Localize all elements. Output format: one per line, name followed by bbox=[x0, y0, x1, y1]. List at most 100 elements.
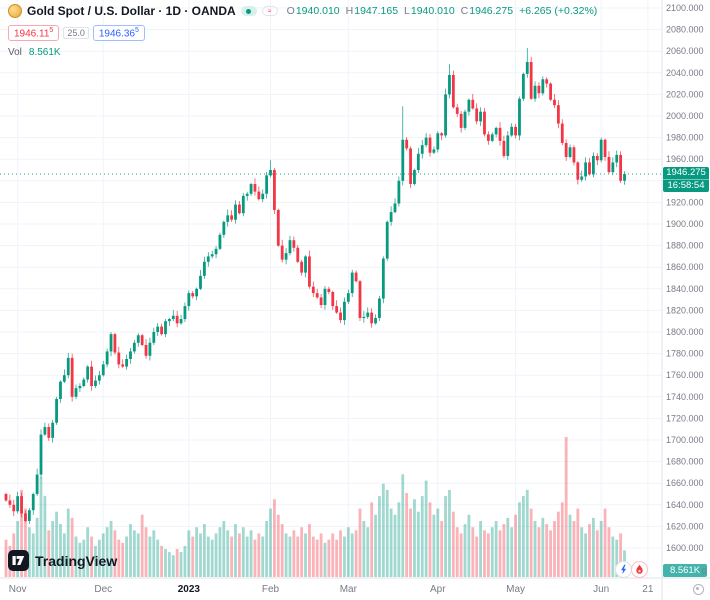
volume-bar bbox=[467, 514, 471, 577]
volume-bar bbox=[226, 530, 230, 577]
volume-bar bbox=[16, 521, 20, 577]
sell-button[interactable]: 1946.115 bbox=[8, 25, 60, 42]
candle-body bbox=[432, 149, 436, 153]
candle-body bbox=[463, 111, 467, 128]
ohlc-readout: O 1940.010 H 1947.165 L 1940.010 C 1946.275 … bbox=[287, 5, 598, 17]
volume-bar bbox=[160, 545, 163, 577]
tradingview-logo-icon bbox=[8, 550, 29, 571]
candle-body bbox=[8, 500, 12, 505]
candle-body bbox=[424, 137, 428, 146]
candle-body bbox=[455, 107, 459, 114]
candle-body bbox=[296, 247, 300, 262]
candle-body bbox=[545, 79, 549, 84]
bid-ask-row: 1946.115 25.0 1946.365 bbox=[8, 25, 145, 42]
candle-body bbox=[187, 293, 191, 307]
candle-body bbox=[16, 496, 20, 512]
tradingview-logo[interactable]: TradingView bbox=[8, 550, 117, 571]
volume-bar bbox=[74, 536, 78, 577]
volume-bar bbox=[362, 521, 366, 577]
volume-bar bbox=[191, 536, 195, 577]
volume-bar bbox=[584, 533, 588, 577]
volume-legend[interactable]: Vol 8.561K bbox=[8, 47, 61, 58]
candle-body bbox=[525, 62, 529, 74]
candle-body bbox=[595, 155, 599, 161]
buy-button[interactable]: 1946.365 bbox=[92, 25, 145, 42]
volume-axis-zero-label: 0 bbox=[702, 567, 707, 576]
candle-body bbox=[335, 306, 339, 313]
candle-body bbox=[218, 234, 222, 249]
candle-body bbox=[59, 381, 62, 399]
candle-body bbox=[405, 139, 409, 149]
candle-body bbox=[444, 94, 447, 136]
symbol-title[interactable]: Gold Spot / U.S. Dollar · 1D · OANDA bbox=[27, 4, 236, 18]
candle-body bbox=[564, 143, 568, 158]
price-tick-label: 1740.000 bbox=[666, 392, 704, 402]
volume-bar bbox=[187, 530, 191, 577]
volume-bar bbox=[529, 508, 533, 577]
candle-body bbox=[74, 388, 78, 397]
candle-body bbox=[521, 73, 525, 99]
volume-bar bbox=[451, 511, 455, 577]
volume-bar bbox=[463, 524, 467, 577]
volume-bar bbox=[374, 514, 377, 577]
tradingview-logo-text: TradingView bbox=[35, 552, 118, 569]
candle-body bbox=[82, 379, 86, 386]
volume-bar bbox=[238, 533, 241, 577]
candle-body bbox=[549, 83, 552, 100]
volume-bar bbox=[245, 536, 249, 577]
volume-bar bbox=[455, 527, 459, 577]
candle-body bbox=[4, 494, 8, 501]
candle-body bbox=[195, 288, 199, 297]
volume-bar bbox=[230, 536, 234, 577]
candle-body bbox=[210, 254, 214, 257]
volume-bar bbox=[556, 511, 560, 577]
volume-axis-badge: 8.561K bbox=[663, 564, 707, 577]
streak-flame-icon[interactable] bbox=[632, 562, 647, 577]
volume-bar bbox=[117, 539, 121, 577]
volume-bar bbox=[144, 527, 148, 577]
candle-body bbox=[588, 162, 591, 175]
candle-body bbox=[12, 504, 16, 512]
candle-body bbox=[514, 126, 517, 136]
volume-bar bbox=[140, 514, 144, 577]
axis-settings-gear-icon[interactable] bbox=[693, 584, 704, 595]
volume-bar bbox=[43, 496, 47, 577]
market-open-status-icon[interactable] bbox=[240, 6, 257, 16]
candle-body bbox=[144, 344, 148, 356]
volume-bar bbox=[354, 530, 358, 577]
volume-bar bbox=[47, 530, 51, 577]
volume-bar bbox=[339, 530, 342, 577]
volume-bar bbox=[440, 521, 444, 577]
candle-body bbox=[436, 133, 440, 150]
volume-bar bbox=[214, 533, 218, 577]
candle-body bbox=[420, 145, 424, 154]
candle-body bbox=[607, 157, 611, 173]
candle-body bbox=[603, 139, 607, 158]
volume-bar bbox=[152, 530, 156, 577]
volume-bar bbox=[206, 536, 210, 577]
candle-body bbox=[311, 286, 315, 294]
candle-body bbox=[378, 298, 381, 318]
candle-body bbox=[350, 272, 354, 294]
data-feed-status-icon[interactable]: ≈ bbox=[261, 6, 278, 16]
candle-body bbox=[94, 380, 97, 386]
volume-bar bbox=[619, 533, 623, 577]
volume-bar bbox=[498, 530, 502, 577]
volume-bar bbox=[576, 508, 580, 577]
volume-bar bbox=[327, 539, 331, 577]
candle-body bbox=[323, 288, 327, 305]
candle-body bbox=[346, 293, 350, 302]
volume-bar bbox=[66, 508, 70, 577]
candle-body bbox=[370, 312, 374, 324]
candle-body bbox=[300, 261, 304, 273]
candle-body bbox=[619, 154, 623, 181]
volume-bar bbox=[199, 533, 202, 577]
price-tick-label: 1760.000 bbox=[666, 370, 704, 380]
volume-bar bbox=[78, 542, 82, 577]
candle-body bbox=[269, 170, 272, 176]
volume-bar bbox=[86, 527, 90, 577]
instant-data-bolt-icon[interactable] bbox=[616, 562, 631, 577]
candle-body bbox=[409, 148, 412, 185]
price-tick-label: 1860.000 bbox=[666, 262, 704, 272]
